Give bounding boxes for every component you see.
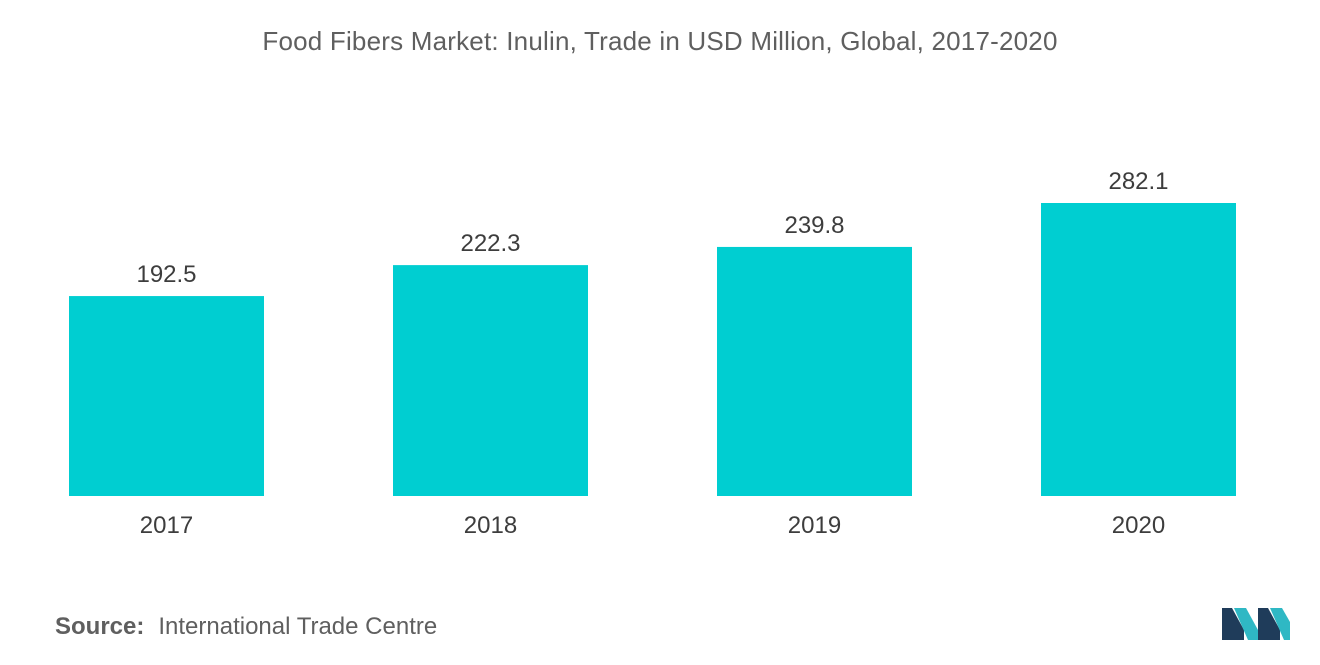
mordor-intelligence-logo-icon [1222, 608, 1290, 640]
category-label-2019: 2019 [788, 512, 841, 539]
bars-group [69, 203, 1236, 496]
category-label-2017: 2017 [140, 512, 193, 539]
bar-2019 [717, 246, 912, 496]
value-label-2020: 282.1 [1108, 168, 1168, 195]
source-note: Source: International Trade Centre [55, 613, 437, 641]
source-text: International Trade Centre [158, 613, 438, 640]
source-label: Source: [55, 613, 145, 640]
chart-title: Food Fibers Market: Inulin, Trade in USD… [262, 26, 1058, 56]
bar-2017 [69, 296, 264, 496]
bar-2018 [393, 265, 588, 496]
category-label-2020: 2020 [1112, 512, 1165, 539]
bar-chart: 192.5 222.3 239.8 282.1 2017 2018 2019 2020 [69, 168, 1236, 539]
bar-2020 [1041, 203, 1236, 496]
category-label-2018: 2018 [464, 512, 517, 539]
category-labels-group: 2017 2018 2019 2020 [140, 512, 1165, 539]
value-label-2018: 222.3 [460, 230, 520, 257]
value-label-2017: 192.5 [136, 261, 196, 288]
value-labels-group: 192.5 222.3 239.8 282.1 [136, 168, 1168, 288]
value-label-2019: 239.8 [784, 212, 844, 239]
